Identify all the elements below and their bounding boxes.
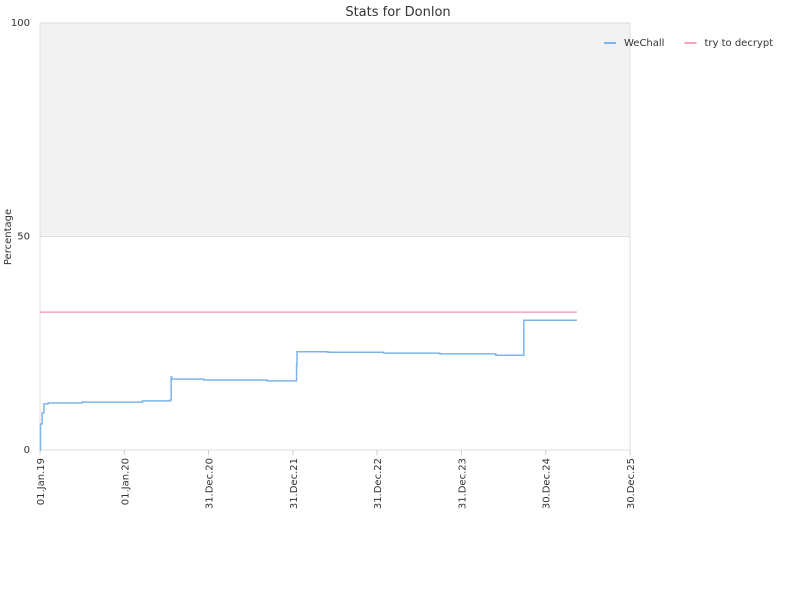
shaded-band [39, 22, 631, 237]
x-tick-label: 30.Dec.24 [542, 458, 553, 509]
x-tick-label: 31.Dec.21 [289, 458, 300, 509]
y-tick-label: 100 [11, 18, 30, 29]
y-tick-label: 0 [24, 445, 30, 456]
x-tick-label: 30.Dec.25 [626, 458, 637, 509]
x-tick-label: 01.Jan.19 [36, 458, 47, 505]
y-tick-label: 50 [17, 232, 30, 243]
x-tick-label: 31.Dec.23 [457, 458, 468, 509]
legend-label: WeChall [624, 38, 664, 49]
y-axis-label: Percentage [3, 209, 14, 265]
x-tick-label: 31.Dec.22 [373, 458, 384, 509]
legend-label: try to decrypt [704, 38, 773, 49]
x-tick-label: 31.Dec.20 [205, 458, 216, 509]
chart-title: Stats for Donlon [345, 5, 450, 20]
series-line [39, 319, 577, 451]
x-tick-label: 01.Jan.20 [120, 458, 131, 505]
